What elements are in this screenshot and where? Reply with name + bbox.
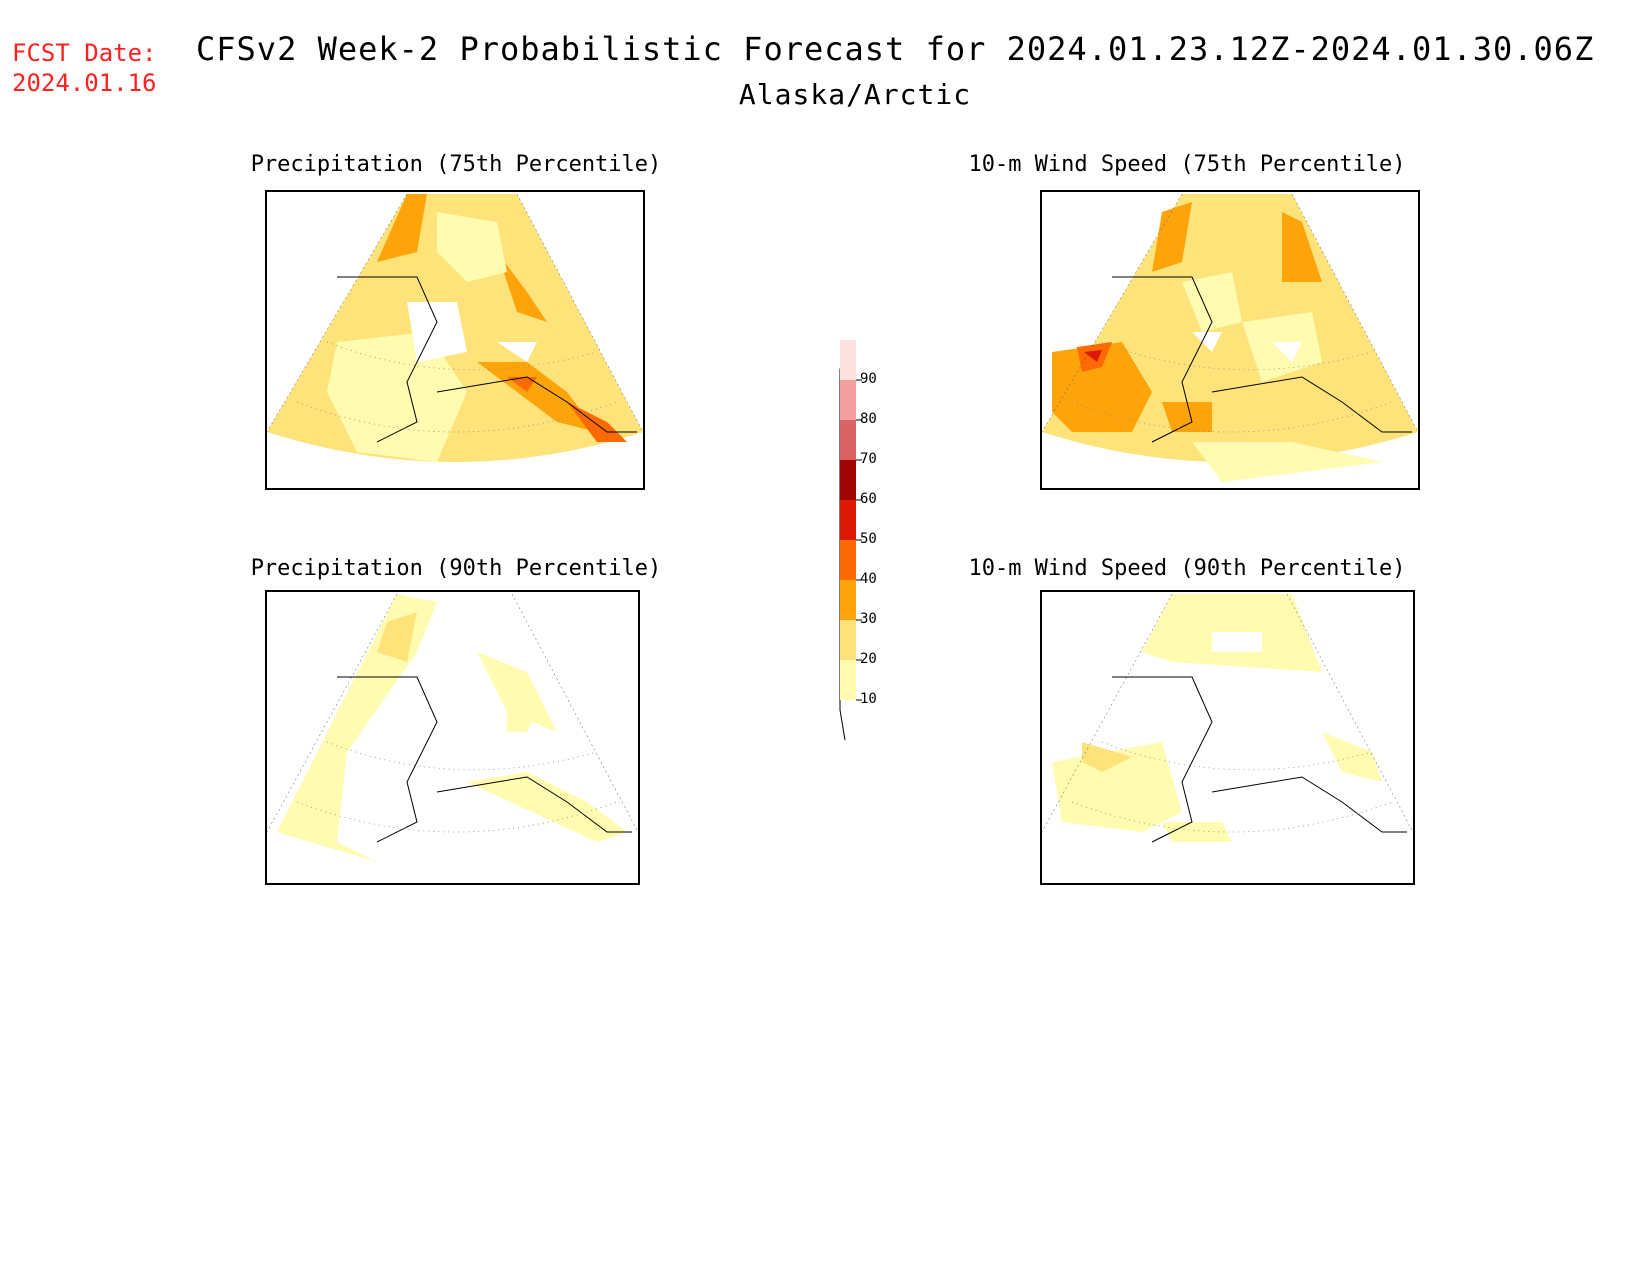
colorbar-label-30: 30 (860, 611, 877, 627)
colorbar-bin-50 (840, 500, 856, 540)
colorbar-bin-60 (840, 460, 856, 500)
colorbar-label-90: 90 (860, 371, 877, 387)
map-panel-precip-90 (265, 590, 640, 885)
colorbar-label-60: 60 (860, 491, 877, 507)
panel-title-precip-90: Precipitation (90th Percentile) (250, 556, 662, 581)
colorbar-label-40: 40 (860, 571, 877, 587)
colorbar-bin-10 (840, 660, 856, 700)
fcst-date-label: FCST Date: (12, 39, 157, 67)
colorbar-bin-70 (840, 420, 856, 460)
panel-title-precip-75: Precipitation (75th Percentile) (250, 152, 662, 177)
map-precip-75 (267, 193, 643, 462)
colorbar-bin-30 (840, 580, 856, 620)
colorbar-bin-80 (840, 380, 856, 420)
fcst-date-value: 2024.01.16 (12, 69, 157, 97)
page-title: CFSv2 Week-2 Probabilistic Forecast for … (196, 30, 1595, 68)
colorbar-label-10: 10 (860, 691, 877, 707)
colorbar-label-50: 50 (860, 531, 877, 547)
map-wind-75 (1042, 193, 1418, 482)
map-panel-wind-90 (1040, 590, 1415, 885)
map-precip-90 (267, 593, 638, 862)
panel-title-wind-75: 10-m Wind Speed (75th Percentile) (968, 152, 1406, 177)
map-panel-precip-75 (265, 190, 645, 490)
colorbar-label-80: 80 (860, 411, 877, 427)
page-subtitle: Alaska/Arctic (738, 78, 972, 111)
map-wind-90 (1042, 593, 1413, 843)
panel-title-wind-90: 10-m Wind Speed (90th Percentile) (968, 556, 1406, 581)
colorbar-label-70: 70 (860, 451, 877, 467)
colorbar-label-20: 20 (860, 651, 877, 667)
colorbar-bin-20 (840, 620, 856, 660)
colorbar-bin-40 (840, 540, 856, 580)
colorbar-graphic (839, 339, 862, 741)
colorbar-bin-90 (840, 340, 856, 380)
map-panel-wind-75 (1040, 190, 1420, 490)
forecast-date-block: FCST Date: 2024.01.16 (12, 38, 157, 98)
colorbar: 10 20 30 40 50 60 70 80 90 (820, 330, 890, 750)
